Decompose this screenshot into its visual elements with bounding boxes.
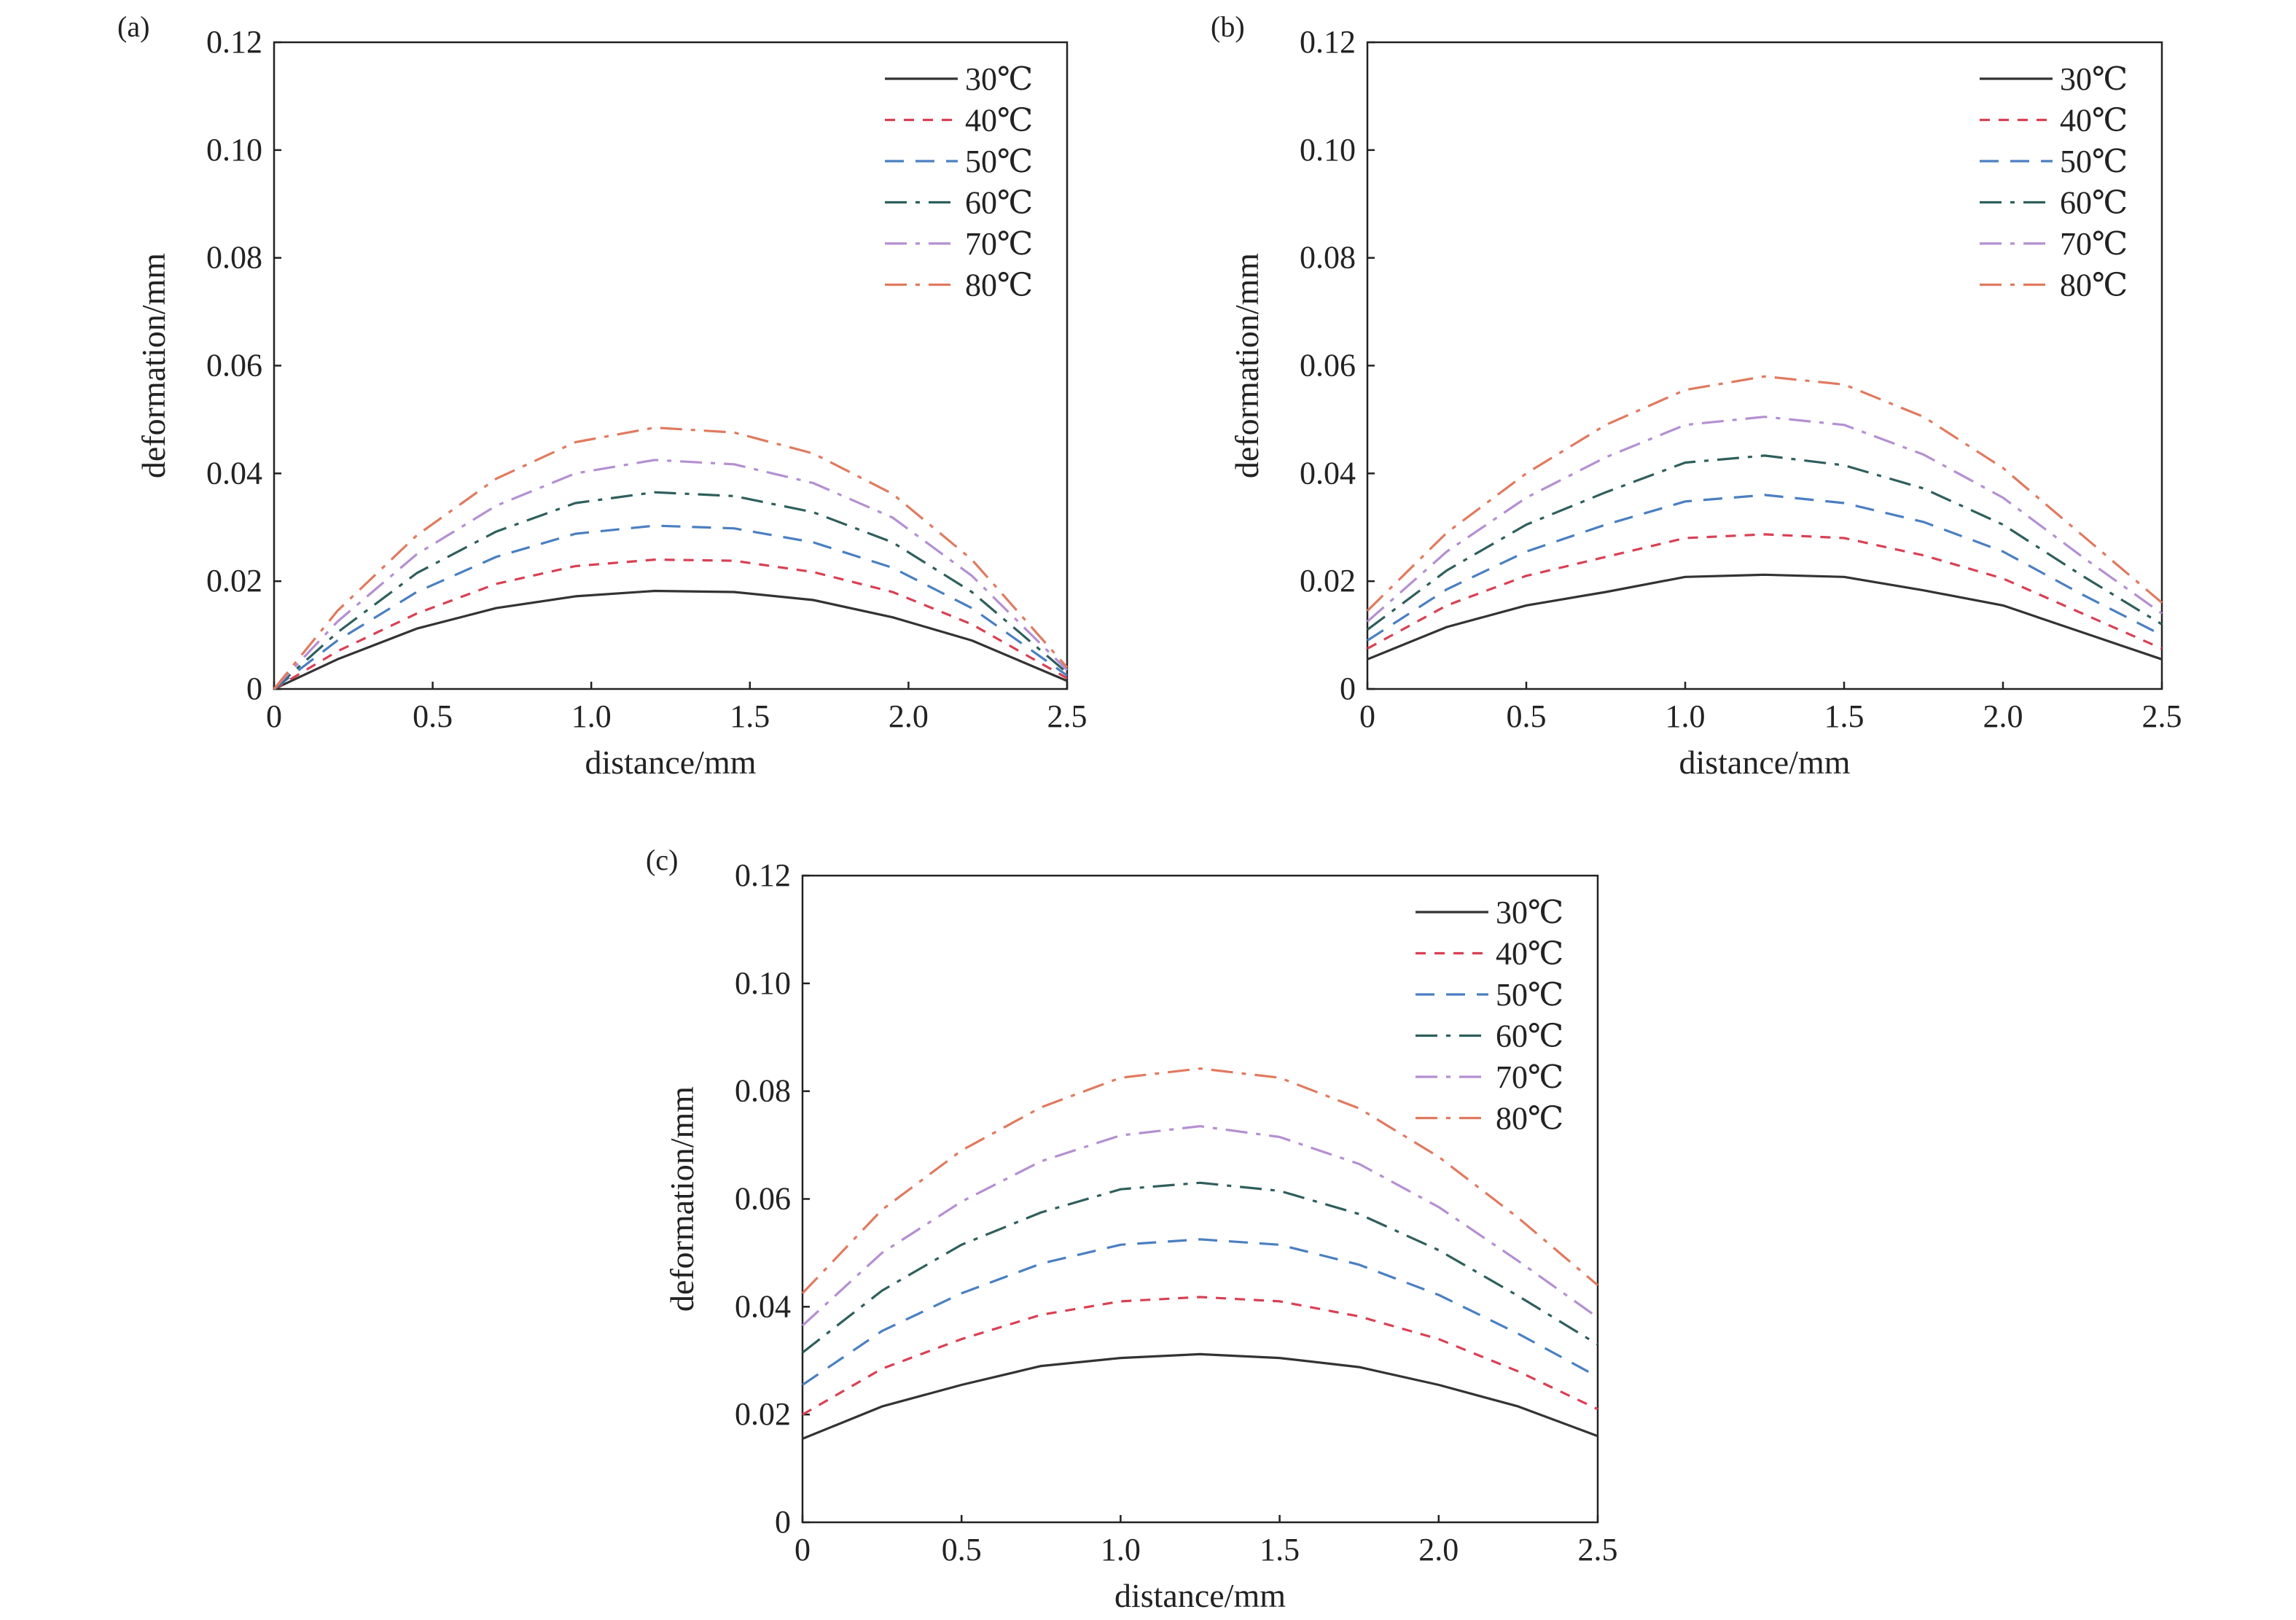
- series-line-30c: [1367, 573, 2163, 661]
- series-line-30c: [273, 589, 1068, 690]
- legend-label: 40℃: [2060, 103, 2128, 139]
- y-axis-label: deformation/mm: [135, 253, 172, 478]
- y-tick-label: 0.06: [1300, 348, 1356, 383]
- y-axis-label: deformation/mm: [1228, 253, 1265, 478]
- y-tick-label: 0.06: [206, 348, 262, 383]
- chart-panel-b: (b) 0 0.02 0.04 0.06 0.08 0.10 0.12 0 0.5 1.0 1.5 2.…: [1211, 10, 2182, 781]
- x-tick-label: 0.5: [942, 1532, 982, 1568]
- y-tick-label: 0.02: [1300, 563, 1356, 599]
- legend-label: 60℃: [965, 185, 1033, 221]
- y-tick-label: 0.10: [735, 965, 791, 1001]
- x-tick-label: 2.0: [889, 698, 929, 734]
- panel-label: (c): [646, 844, 678, 876]
- y-tick-label: 0: [775, 1504, 791, 1540]
- x-tick-label: 2.0: [1983, 698, 2023, 734]
- series-line-80c: [801, 1067, 1599, 1295]
- y-tick-label: 0.08: [206, 240, 262, 276]
- y-tick-label: 0.10: [1300, 132, 1356, 168]
- chart-panel-c: (c) 0 0.02 0.04 0.06 0.08 0.10 0.12 0 0.5 1.0 1.5 2.…: [646, 844, 1618, 1614]
- legend-label: 40℃: [965, 103, 1033, 139]
- x-tick-label: 2.5: [2142, 698, 2182, 734]
- legend-label: 70℃: [1496, 1059, 1563, 1095]
- legend-label: 40℃: [1496, 936, 1563, 972]
- y-tick-label: 0.12: [206, 24, 262, 60]
- y-tick-label: 0: [1340, 671, 1356, 706]
- series-line-50c: [1367, 494, 2163, 642]
- y-tick-label: 0.04: [735, 1288, 791, 1324]
- x-tick-label: 0.5: [413, 698, 453, 734]
- series-line-80c: [273, 426, 1069, 690]
- legend-label: 30℃: [2060, 61, 2128, 97]
- x-tick-label: 0: [266, 698, 282, 734]
- x-axis-label: distance/mm: [585, 744, 756, 781]
- legend-label: 80℃: [2060, 268, 2128, 303]
- y-tick-label: 0.10: [206, 132, 262, 168]
- chart-panel-a: (a) 0 0.02 0.04 0.06 0.08 0.10 0.12 0 0.5 1.0 1.5 2.…: [117, 10, 1088, 781]
- series-line-70c: [801, 1125, 1598, 1327]
- legend-label: 60℃: [2060, 185, 2128, 221]
- x-tick-label: 0.5: [1507, 698, 1547, 734]
- legend-label: 70℃: [2060, 226, 2128, 262]
- y-tick-label: 0.06: [735, 1181, 791, 1217]
- legend-label: 50℃: [965, 144, 1033, 179]
- x-tick-label: 0: [794, 1532, 811, 1568]
- y-axis-label: deformation/mm: [663, 1086, 700, 1312]
- legend-label: 60℃: [1496, 1019, 1563, 1054]
- y-tick-label: 0: [246, 671, 262, 706]
- y-tick-label: 0.04: [1300, 455, 1356, 491]
- x-tick-label: 1.5: [1260, 1532, 1300, 1568]
- x-axis-label: distance/mm: [1114, 1577, 1286, 1614]
- plot-frame: [1366, 41, 2163, 690]
- series-line-40c: [1367, 533, 2163, 650]
- y-tick-label: 0.02: [206, 563, 262, 599]
- series-line-70c: [1366, 416, 2163, 623]
- x-tick-label: 1.5: [730, 698, 770, 734]
- y-tick-label: 0.04: [206, 455, 262, 491]
- legend-label: 30℃: [965, 61, 1033, 97]
- legend-label: 50℃: [2060, 144, 2128, 179]
- legend-label: 30℃: [1496, 895, 1563, 930]
- legend-label: 80℃: [1496, 1101, 1563, 1137]
- x-tick-label: 0: [1359, 698, 1375, 734]
- x-tick-label: 2.0: [1418, 1532, 1459, 1568]
- series-line-50c: [802, 1238, 1598, 1386]
- series-line-60c: [273, 491, 1069, 690]
- series-line-70c: [273, 459, 1069, 690]
- x-tick-label: 1.0: [571, 698, 612, 734]
- series-line-80c: [1366, 375, 2163, 612]
- y-tick-label: 0.08: [1300, 240, 1356, 276]
- panel-label: (a): [117, 10, 149, 43]
- legend-label: 70℃: [965, 226, 1033, 262]
- series-line-60c: [1367, 454, 2163, 631]
- panel-label: (b): [1211, 10, 1245, 43]
- x-axis-label: distance/mm: [1679, 744, 1850, 781]
- series-line-50c: [273, 524, 1068, 690]
- plot-frame: [801, 874, 1599, 1524]
- y-tick-label: 0.12: [1300, 24, 1356, 60]
- y-tick-label: 0.08: [735, 1073, 791, 1109]
- x-tick-label: 1.0: [1666, 698, 1706, 734]
- series-line-40c: [802, 1296, 1598, 1416]
- y-tick-label: 0.02: [735, 1396, 791, 1432]
- series-line-30c: [802, 1352, 1598, 1440]
- series-line-40c: [273, 558, 1068, 690]
- series-line-60c: [802, 1181, 1598, 1354]
- x-tick-label: 1.5: [1824, 698, 1864, 734]
- legend-label: 80℃: [965, 268, 1033, 303]
- x-tick-label: 2.5: [1047, 698, 1088, 734]
- x-tick-label: 1.0: [1101, 1532, 1141, 1568]
- legend-label: 50℃: [1496, 977, 1563, 1013]
- y-tick-label: 0.12: [735, 857, 791, 893]
- x-tick-label: 2.5: [1578, 1532, 1618, 1568]
